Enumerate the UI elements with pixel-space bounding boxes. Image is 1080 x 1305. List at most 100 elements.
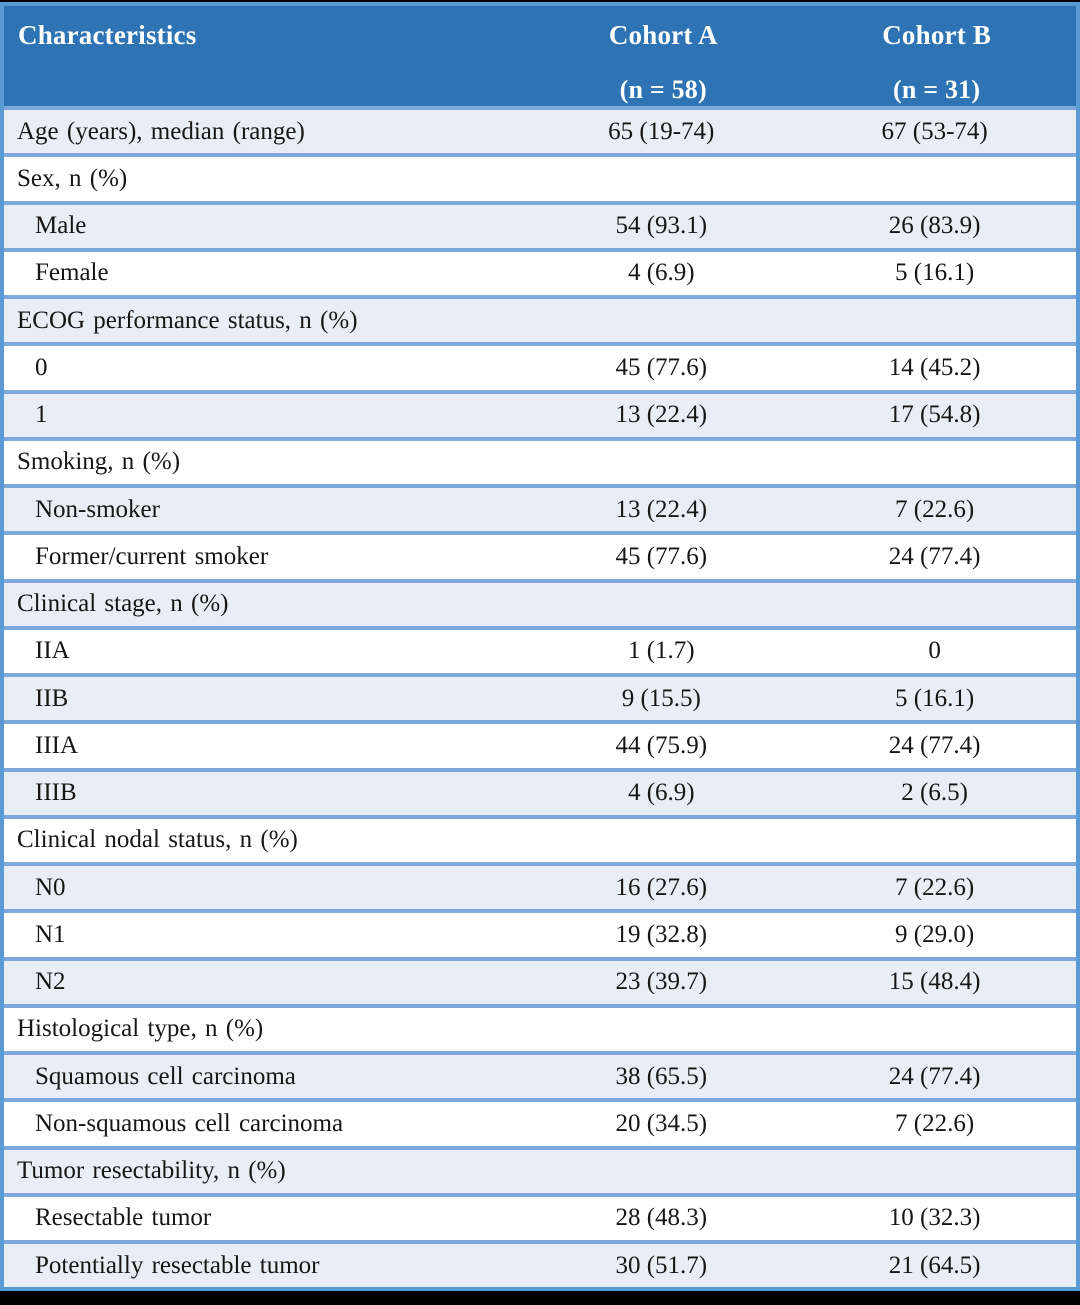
header-cell-cohort-b: Cohort B (n = 31)	[797, 6, 1076, 108]
cohort-b-value-cell	[797, 155, 1076, 202]
table-row: ECOG performance status, n (%)	[4, 297, 1076, 345]
cohort-a-value-cell: 30 (51.7)	[615, 1251, 708, 1279]
cohort-a-label: Cohort A	[608, 20, 718, 50]
row-label-cell: Non-squamous cell carcinoma	[35, 1109, 344, 1137]
row-label-cell: Former/current smoker	[35, 542, 269, 570]
header-row: Characteristics Cohort A (n = 58) Cohort…	[4, 6, 1076, 108]
cohort-b-value-cell: 0	[928, 637, 941, 665]
table-row: Smoking, n (%)	[4, 438, 1076, 486]
cohort-b-value-cell: 24 (77.4)	[888, 731, 981, 759]
header-cell-characteristics: Characteristics	[4, 6, 530, 108]
cohort-b-value-cell	[797, 581, 1076, 628]
cohort-a-value-cell	[529, 155, 797, 202]
cohort-a-value-cell	[529, 817, 797, 864]
cohort-b-value-cell: 24 (77.4)	[888, 542, 981, 570]
cohort-a-value-cell: 13 (22.4)	[615, 495, 708, 523]
row-label-cell: Age (years), median (range)	[17, 117, 305, 145]
table-row: Potentially resectable tumor 30 (51.7) 2…	[4, 1242, 1076, 1287]
table-row: Male 54 (93.1) 26 (83.9)	[4, 202, 1076, 250]
table-row: Resectable tumor 28 (48.3) 10 (32.3)	[4, 1194, 1076, 1242]
cohort-b-label: Cohort B	[882, 20, 992, 50]
row-label-cell: Potentially resectable tumor	[35, 1251, 320, 1279]
row-label-cell: IIIA	[35, 731, 79, 759]
table-row: Clinical nodal status, n (%)	[4, 816, 1076, 864]
row-label-cell: N2	[35, 968, 66, 996]
cohort-b-value-cell: 10 (32.3)	[888, 1204, 981, 1232]
row-label-cell: IIIB	[35, 779, 77, 807]
cohort-b-value-cell: 67 (53-74)	[881, 117, 988, 145]
cohort-a-value-cell: 1 (1.7)	[627, 637, 695, 665]
table-body: Age (years), median (range) 65 (19-74) 6…	[4, 108, 1076, 1287]
row-label-cell: Tumor resectability, n (%)	[17, 1157, 286, 1185]
header-cell-cohort-a: Cohort A (n = 58)	[529, 6, 798, 108]
cohort-b-value-cell: 24 (77.4)	[888, 1062, 981, 1090]
cohort-a-value-cell: 9 (15.5)	[621, 684, 701, 712]
cohort-b-value-cell	[797, 1006, 1076, 1053]
table-row: IIIB 4 (6.9) 2 (6.5)	[4, 769, 1076, 817]
table-row: Clinical stage, n (%)	[4, 580, 1076, 628]
cohort-a-value-cell: 20 (34.5)	[615, 1109, 708, 1137]
row-label-cell: Clinical stage, n (%)	[17, 590, 229, 618]
cohort-a-value-cell: 16 (27.6)	[615, 873, 708, 901]
cohort-a-value-cell: 13 (22.4)	[615, 401, 708, 429]
cohort-a-value-cell	[529, 581, 797, 628]
cohort-b-value-cell: 17 (54.8)	[888, 401, 981, 429]
cohort-a-value-cell	[529, 1148, 797, 1195]
cohort-a-value-cell: 4 (6.9)	[627, 779, 695, 807]
cohort-a-value-cell: 44 (75.9)	[615, 731, 708, 759]
row-label-cell: Male	[35, 212, 87, 240]
cohort-b-value-cell: 14 (45.2)	[888, 353, 981, 381]
cohort-a-n: (n = 58)	[619, 75, 707, 104]
cohort-a-value-cell: 28 (48.3)	[615, 1204, 708, 1232]
table-header: Characteristics Cohort A (n = 58) Cohort…	[4, 6, 1076, 108]
cohort-a-value-cell: 65 (19-74)	[608, 117, 715, 145]
row-label-cell: IIB	[35, 684, 69, 712]
cohort-a-value-cell	[529, 297, 797, 344]
row-label-cell: ECOG performance status, n (%)	[17, 306, 358, 334]
cohort-b-value-cell: 5 (16.1)	[895, 259, 975, 287]
table-row: IIIA 44 (75.9) 24 (77.4)	[4, 722, 1076, 769]
table-row: Squamous cell carcinoma 38 (65.5) 24 (77…	[4, 1053, 1076, 1101]
table-row: N1 19 (32.8) 9 (29.0)	[4, 911, 1076, 958]
row-label-cell: N1	[35, 920, 66, 948]
cohort-a-value-cell: 4 (6.9)	[627, 259, 695, 287]
cohort-a-value-cell: 54 (93.1)	[615, 212, 708, 240]
row-label-cell: Histological type, n (%)	[17, 1015, 264, 1043]
table-row: Former/current smoker 45 (77.6) 24 (77.4…	[4, 533, 1076, 580]
row-label-cell: Smoking, n (%)	[17, 448, 181, 476]
table-row: N0 16 (27.6) 7 (22.6)	[4, 864, 1076, 912]
row-label-cell: Female	[35, 259, 109, 287]
row-label-cell: IIA	[35, 637, 70, 665]
cohort-a-value-cell	[529, 439, 797, 486]
cohort-b-value-cell: 7 (22.6)	[895, 1109, 975, 1137]
characteristics-label: Characteristics	[18, 20, 197, 50]
table-row: Sex, n (%)	[4, 155, 1076, 202]
row-label-cell: Clinical nodal status, n (%)	[17, 826, 298, 854]
patient-characteristics-table: Characteristics Cohort A (n = 58) Cohort…	[4, 6, 1076, 1287]
row-label-cell: 0	[35, 353, 48, 381]
table-row: 1 13 (22.4) 17 (54.8)	[4, 391, 1076, 439]
cohort-b-value-cell	[797, 817, 1076, 864]
row-label-cell: N0	[35, 873, 66, 901]
table-row: Tumor resectability, n (%)	[4, 1147, 1076, 1195]
table-row: N2 23 (39.7) 15 (48.4)	[4, 958, 1076, 1006]
table-row: Age (years), median (range) 65 (19-74) 6…	[4, 108, 1076, 156]
table-row: Non-smoker 13 (22.4) 7 (22.6)	[4, 486, 1076, 534]
cohort-a-value-cell: 45 (77.6)	[615, 542, 708, 570]
cohort-b-value-cell: 9 (29.0)	[895, 920, 975, 948]
row-label-cell: Resectable tumor	[35, 1204, 212, 1232]
cohort-b-value-cell: 21 (64.5)	[888, 1251, 981, 1279]
cohort-a-value-cell: 23 (39.7)	[615, 968, 708, 996]
cohort-b-value-cell: 7 (22.6)	[895, 495, 975, 523]
cohort-b-n: (n = 31)	[893, 75, 981, 104]
row-label-cell: Non-smoker	[35, 495, 160, 523]
cohort-a-value-cell: 19 (32.8)	[615, 920, 708, 948]
row-label-cell: Squamous cell carcinoma	[35, 1062, 296, 1090]
cohort-b-value-cell	[797, 297, 1076, 344]
row-label-cell: 1	[35, 401, 48, 429]
cohort-a-value-cell: 38 (65.5)	[615, 1062, 708, 1090]
cohort-b-value-cell: 7 (22.6)	[895, 873, 975, 901]
cohort-b-value-cell: 5 (16.1)	[895, 684, 975, 712]
